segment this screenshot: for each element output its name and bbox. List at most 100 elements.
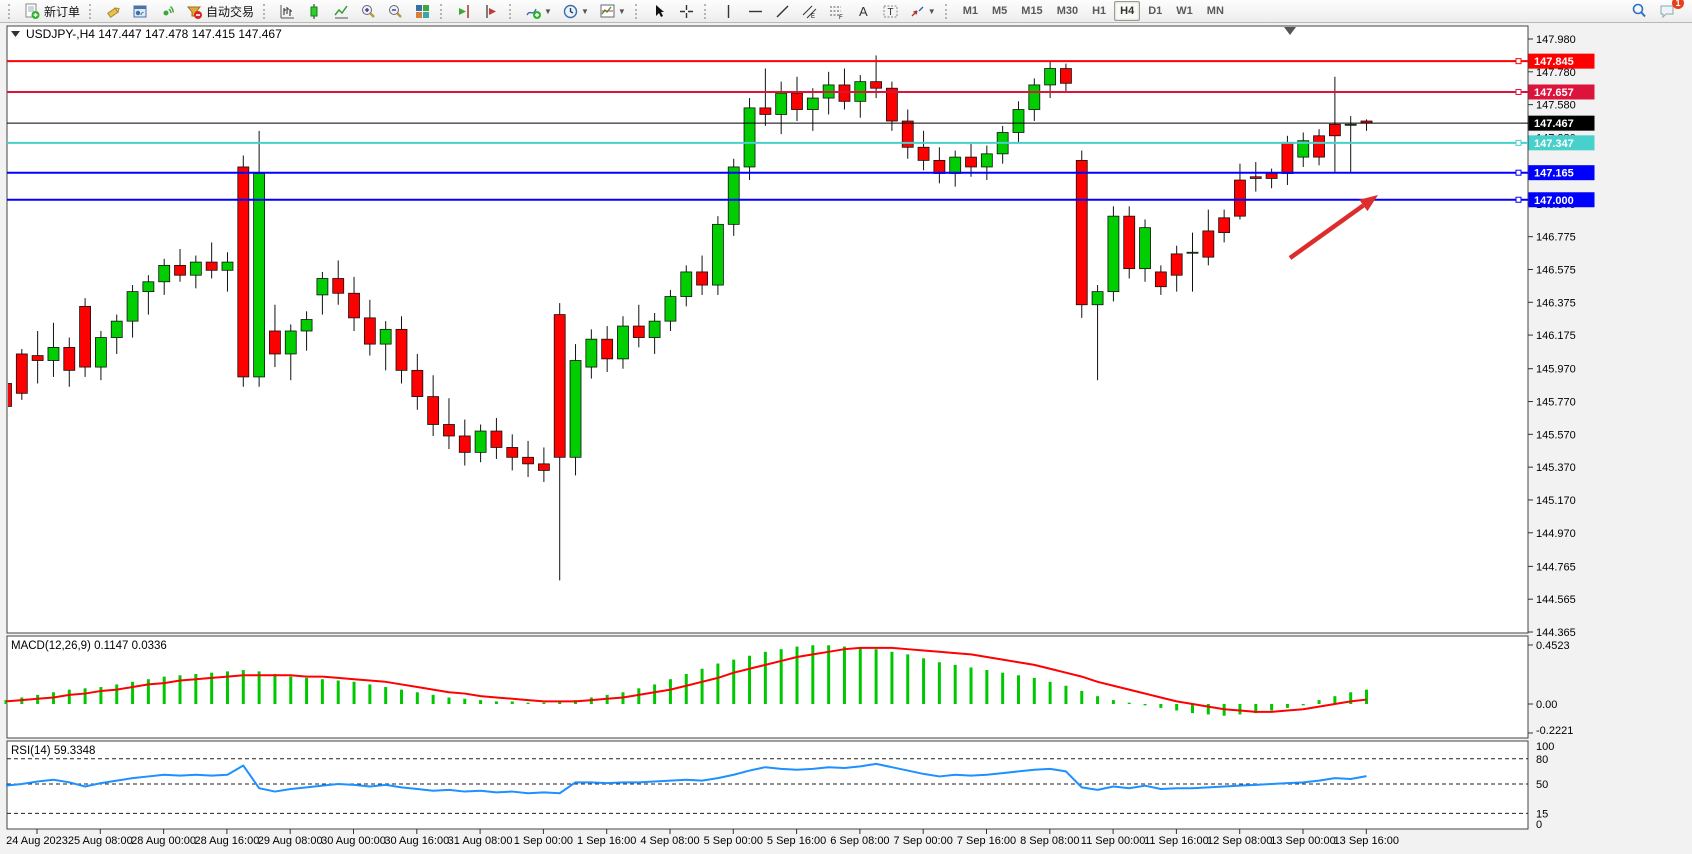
- chart-plot-area[interactable]: [6, 25, 1529, 634]
- candle: [506, 434, 519, 471]
- price-line-147.467[interactable]: 147.467: [7, 115, 1595, 131]
- rsi-axis-label: 100: [1536, 741, 1554, 753]
- timeframe-w1-button[interactable]: W1: [1176, 5, 1193, 17]
- candle: [680, 265, 693, 307]
- candle: [1154, 265, 1167, 295]
- bar-chart-mode-button[interactable]: [275, 0, 300, 22]
- candle: [158, 258, 171, 295]
- periods-button[interactable]: ▼: [558, 0, 593, 22]
- text-tool-button[interactable]: A: [851, 0, 876, 22]
- autotrading-button[interactable]: 自动交易: [182, 0, 258, 22]
- chart-shift-button[interactable]: [479, 0, 504, 22]
- price-lines-layer: 147.845 147.657 147.467 147.347 147.165 147.0…: [7, 53, 1595, 208]
- fibonacci-icon: F: [828, 3, 845, 20]
- candle: [300, 311, 313, 351]
- timeframe-m5-button[interactable]: M5: [992, 5, 1008, 17]
- price-tick-label: 144.565: [1536, 594, 1576, 606]
- line-handle[interactable]: [1515, 88, 1522, 95]
- price-line-147.165[interactable]: 147.165: [7, 165, 1595, 181]
- new-order-icon: [24, 3, 41, 20]
- candle: [1249, 162, 1262, 192]
- horizontal-line-tool-button[interactable]: [743, 0, 768, 22]
- price-tick-label: 147.580: [1536, 100, 1576, 112]
- price-line-147.347[interactable]: 147.347: [7, 135, 1595, 151]
- cursor-tool-button[interactable]: [647, 0, 672, 22]
- arrows-tool-button[interactable]: ▼: [905, 0, 940, 22]
- price-line-147.000[interactable]: 147.000: [7, 192, 1595, 208]
- notification-badge: 1: [1672, 0, 1684, 9]
- search-button[interactable]: [1626, 0, 1652, 22]
- candle: [1091, 285, 1104, 381]
- price-line-147.657[interactable]: 147.657: [7, 84, 1595, 100]
- timeframe-m1-button[interactable]: M1: [962, 5, 978, 17]
- timeframe-h1-button[interactable]: H1: [1092, 5, 1107, 17]
- candles-layer: [8, 55, 1373, 581]
- trendline-icon: [774, 3, 791, 20]
- toolbar-grip: [634, 3, 642, 19]
- line-handle[interactable]: [1515, 196, 1522, 203]
- candle: [632, 304, 645, 348]
- macd-panel[interactable]: [6, 635, 1529, 739]
- zoom-out-button[interactable]: [383, 0, 408, 22]
- line-chart-mode-button[interactable]: [329, 0, 354, 22]
- signals-button[interactable]: [155, 0, 180, 22]
- price-tick-label: 145.570: [1536, 429, 1576, 441]
- price-line-147.845[interactable]: 147.845: [7, 53, 1595, 69]
- time-axis-label: 7 Sep 00:00: [894, 835, 953, 847]
- tile-windows-button[interactable]: [410, 0, 435, 22]
- toolbar-grip: [263, 3, 270, 19]
- candle: [31, 330, 44, 384]
- candle: [458, 419, 471, 466]
- trendline-tool-button[interactable]: [770, 0, 795, 22]
- fibonacci-tool-button[interactable]: F: [824, 0, 849, 22]
- candle: [1139, 219, 1151, 282]
- price-tick-label: 147.780: [1536, 67, 1576, 79]
- arrow-annotation[interactable]: [1288, 195, 1378, 260]
- candlestick-mode-button[interactable]: [302, 0, 327, 22]
- candle: [63, 337, 76, 387]
- candle: [1012, 101, 1025, 143]
- vertical-line-tool-button[interactable]: [716, 0, 741, 22]
- candle: [1202, 209, 1215, 266]
- timeframe-m15-button[interactable]: M15: [1021, 5, 1043, 17]
- chevron-down-icon: ▼: [544, 6, 552, 16]
- candle: [395, 316, 408, 384]
- candle: [142, 275, 155, 315]
- text-label-tool-button[interactable]: T: [878, 0, 903, 22]
- toolbar-grip: [509, 3, 516, 19]
- auto-scroll-button[interactable]: [452, 0, 477, 22]
- price-badge: [1528, 135, 1595, 151]
- timeframe-h4-button[interactable]: H4: [1114, 1, 1141, 21]
- time-axis-label: 6 Sep 08:00: [830, 835, 889, 847]
- new-order-button[interactable]: 新订单: [20, 0, 84, 22]
- toolbar-grip: [440, 3, 447, 19]
- line-handle[interactable]: [1515, 58, 1522, 65]
- candle: [1297, 132, 1310, 167]
- candle: [1060, 63, 1072, 92]
- macd-axis-label: 0.4523: [1536, 640, 1570, 652]
- notifications-button[interactable]: 1: [1654, 0, 1684, 22]
- line-handle[interactable]: [1515, 139, 1522, 146]
- indicators-button[interactable]: ▼: [521, 0, 556, 22]
- rsi-panel[interactable]: [6, 740, 1529, 830]
- zoom-in-button[interactable]: [356, 0, 381, 22]
- chevron-down-icon: ▼: [927, 6, 936, 16]
- one-click-trading-toggle[interactable]: [11, 31, 20, 37]
- candle: [806, 88, 819, 131]
- data-window-button[interactable]: [128, 0, 153, 22]
- line-handle[interactable]: [1515, 169, 1522, 176]
- timeframe-m30-button[interactable]: M30: [1056, 5, 1079, 17]
- crosshair-tool-button[interactable]: [674, 0, 699, 22]
- channel-tool-button[interactable]: E: [797, 0, 822, 22]
- candle: [1344, 116, 1357, 174]
- auto-scroll-icon: [456, 3, 473, 20]
- templates-button[interactable]: ▼: [595, 0, 630, 22]
- chart-shift-marker[interactable]: [1284, 27, 1296, 35]
- timeframe-mn-button[interactable]: MN: [1206, 5, 1224, 17]
- toolbar-grip: [944, 3, 952, 19]
- styler-button[interactable]: [101, 0, 126, 22]
- timeframe-d1-button[interactable]: D1: [1148, 5, 1163, 17]
